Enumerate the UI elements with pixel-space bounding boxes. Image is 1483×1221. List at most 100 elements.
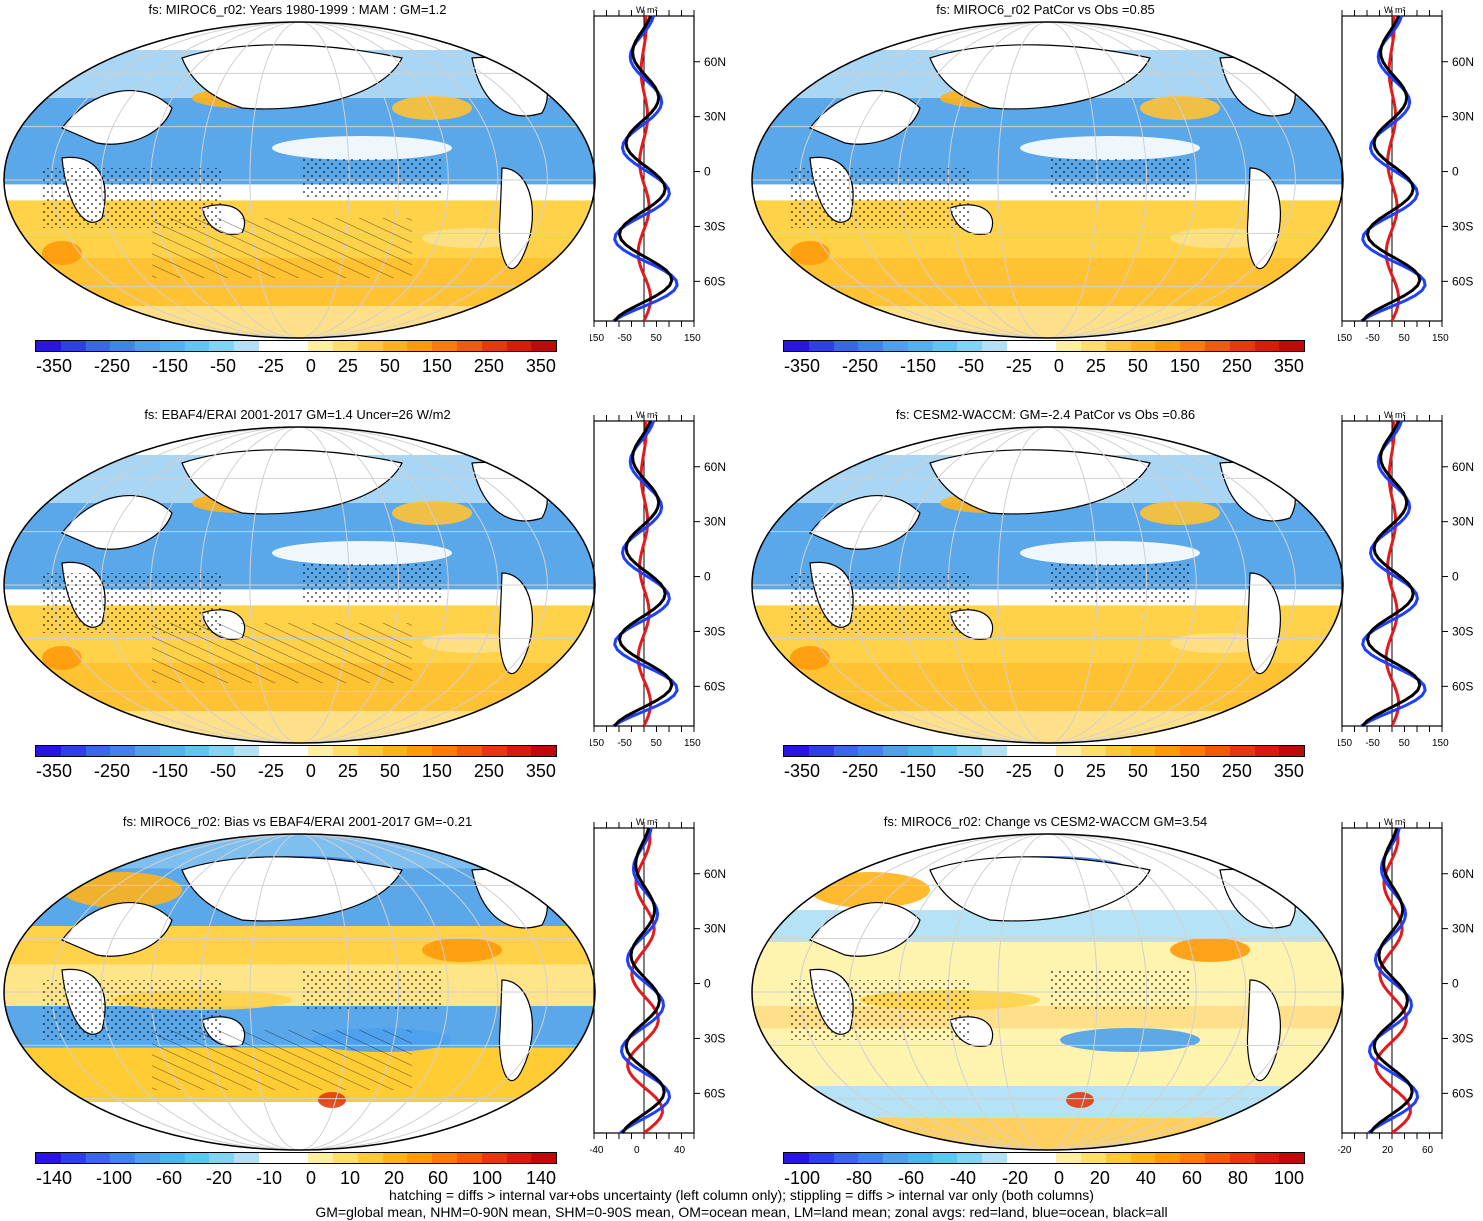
colorbar-tick-label: -50 (957, 356, 984, 376)
map-panel-6: fs: MIROC6_r02: Change vs CESM2-WACCM GM… (748, 812, 1483, 1212)
lat-label: 60N (704, 460, 726, 474)
zonal-mean-plot: W m² 60N 30N 0 30S 60S -150 -50 50 150 (1338, 5, 1474, 344)
lat-label: 60S (1452, 679, 1473, 693)
zonal-x-tick: 50 (651, 333, 663, 344)
lat-label: 30S (1452, 624, 1473, 638)
zonal-x-tick: 150 (1432, 333, 1449, 344)
colorbar-tick-label: 40 (1135, 1168, 1156, 1188)
units-label: W m² (1384, 817, 1406, 827)
colorbar-swatch (1229, 746, 1255, 756)
zonal-x-tick: -150 (590, 738, 604, 749)
units-label: W m² (1384, 5, 1406, 15)
colorbar-tick-label: -80 (846, 1168, 873, 1188)
colorbar-swatch (833, 341, 859, 351)
colorbar-swatch (209, 746, 235, 756)
colorbar-tick-label: -60 (897, 1168, 924, 1188)
colorbar-tick-label: 100 (471, 1168, 502, 1188)
colorbar-swatch (135, 341, 160, 351)
colorbar-swatch (784, 341, 809, 351)
zonal-x-tick: 50 (651, 738, 663, 749)
colorbar-swatch (60, 341, 86, 351)
map-panel-1: fs: MIROC6_r02: Years 1980-1999 : MAM : … (0, 0, 740, 400)
colorbar-tick-label: 50 (1127, 356, 1148, 376)
colorbar-tick-label: -250 (93, 761, 131, 781)
zonal-x-tick: -20 (1338, 1145, 1352, 1156)
lat-label: 0 (704, 570, 711, 584)
colorbar-swatch (808, 746, 834, 756)
colorbar-tick-label: -60 (156, 1168, 183, 1188)
colorbar-swatch (308, 1153, 334, 1163)
colorbar-tick-label: 150 (1169, 761, 1200, 781)
colorbar-tick-label: -25 (257, 356, 284, 376)
colorbar-swatch (184, 1153, 210, 1163)
colorbar-tick-label: 150 (1169, 356, 1200, 376)
colorbar-swatch (234, 1153, 259, 1163)
colorbar-swatch (1155, 746, 1181, 756)
colorbar-swatch (1081, 746, 1106, 756)
colorbar-labels: -350 -250 -150 -50 -25 0 25 50 150 250 350 (36, 356, 556, 377)
colorbar-tick-label: 100 (1273, 1168, 1304, 1188)
colorbar-swatch (184, 746, 210, 756)
colorbar-swatch (531, 341, 557, 351)
colorbar-tick-label: 20 (1089, 1168, 1110, 1188)
colorbar-swatch (481, 341, 507, 351)
ocean-zonal-line (612, 15, 679, 323)
colorbar-tick-label: 0 (1053, 1168, 1064, 1188)
colorbar-tick-label: 140 (525, 1168, 556, 1188)
colorbar-tick-label: 250 (473, 356, 504, 376)
colorbar-swatch (1105, 341, 1131, 351)
colorbar-swatch (1205, 341, 1230, 351)
zonal-x-tick: -50 (617, 738, 632, 749)
colorbar-swatch (1205, 1153, 1230, 1163)
colorbar-tick-label: 50 (1127, 761, 1148, 781)
zonal-x-tick: -40 (590, 1145, 604, 1156)
colorbar-swatch (258, 1153, 284, 1163)
colorbar-tick-label: -150 (151, 356, 188, 376)
colorbar-swatch (1254, 1153, 1280, 1163)
colorbar-tick-label: 0 (305, 356, 316, 376)
footer-note-2: GM=global mean, NHM=0-90N mean, SHM=0-90… (315, 1204, 1168, 1220)
colorbar-swatch (407, 746, 433, 756)
colorbar-swatch (1279, 1153, 1305, 1163)
colorbar-swatch (135, 1153, 160, 1163)
zonal-x-tick: 150 (684, 333, 701, 344)
colorbar-swatch (481, 1153, 507, 1163)
lat-label: 30N (704, 110, 726, 124)
colorbar-tick-label: -350 (784, 761, 821, 781)
colorbar (783, 1152, 1305, 1164)
colorbar-tick-label: 250 (473, 761, 504, 781)
colorbar-swatch (258, 341, 284, 351)
colorbar-swatch (1031, 341, 1057, 351)
colorbar-swatch (1081, 341, 1106, 351)
colorbar-tick-label: 250 (1221, 356, 1252, 376)
lat-label: 60S (1452, 1086, 1473, 1100)
colorbar (35, 1152, 557, 1164)
colorbar-swatch (858, 746, 884, 756)
world-map (751, 833, 1344, 1151)
colorbar-swatch (258, 746, 284, 756)
map-title: fs: MIROC6_r02: Bias vs EBAF4/ERAI 2001-… (122, 814, 473, 829)
colorbar-tick-label: 0 (305, 761, 316, 781)
zonal-x-tick: -50 (617, 333, 632, 344)
colorbar-swatch (957, 1153, 983, 1163)
zonal-mean-plot: W m² 60N 30N 0 30S 60S -40 0 40 (590, 817, 726, 1156)
colorbar-labels: -350 -250 -150 -50 -25 0 25 50 150 250 350 (784, 761, 1304, 782)
units-label: W m² (636, 410, 658, 420)
colorbar-swatch (808, 341, 834, 351)
lat-label: 60N (1452, 867, 1474, 881)
colorbar-swatch (357, 341, 383, 351)
colorbar-tick-label: 25 (337, 356, 358, 376)
lat-label: 0 (1452, 165, 1459, 179)
colorbar-swatch (833, 746, 859, 756)
map-title: fs: MIROC6_r02 PatCor vs Obs =0.85 (936, 2, 1155, 17)
colorbar-swatch (1155, 1153, 1181, 1163)
colorbar (35, 745, 557, 757)
colorbar-swatch (283, 1153, 309, 1163)
colorbar-swatch (907, 746, 933, 756)
colorbar-swatch (333, 341, 358, 351)
colorbar-swatch (159, 746, 185, 756)
ocean-zonal-line (612, 420, 679, 728)
colorbar-tick-label: -10 (255, 1168, 282, 1188)
colorbar-tick-label: -150 (899, 356, 936, 376)
lat-label: 60S (704, 679, 725, 693)
